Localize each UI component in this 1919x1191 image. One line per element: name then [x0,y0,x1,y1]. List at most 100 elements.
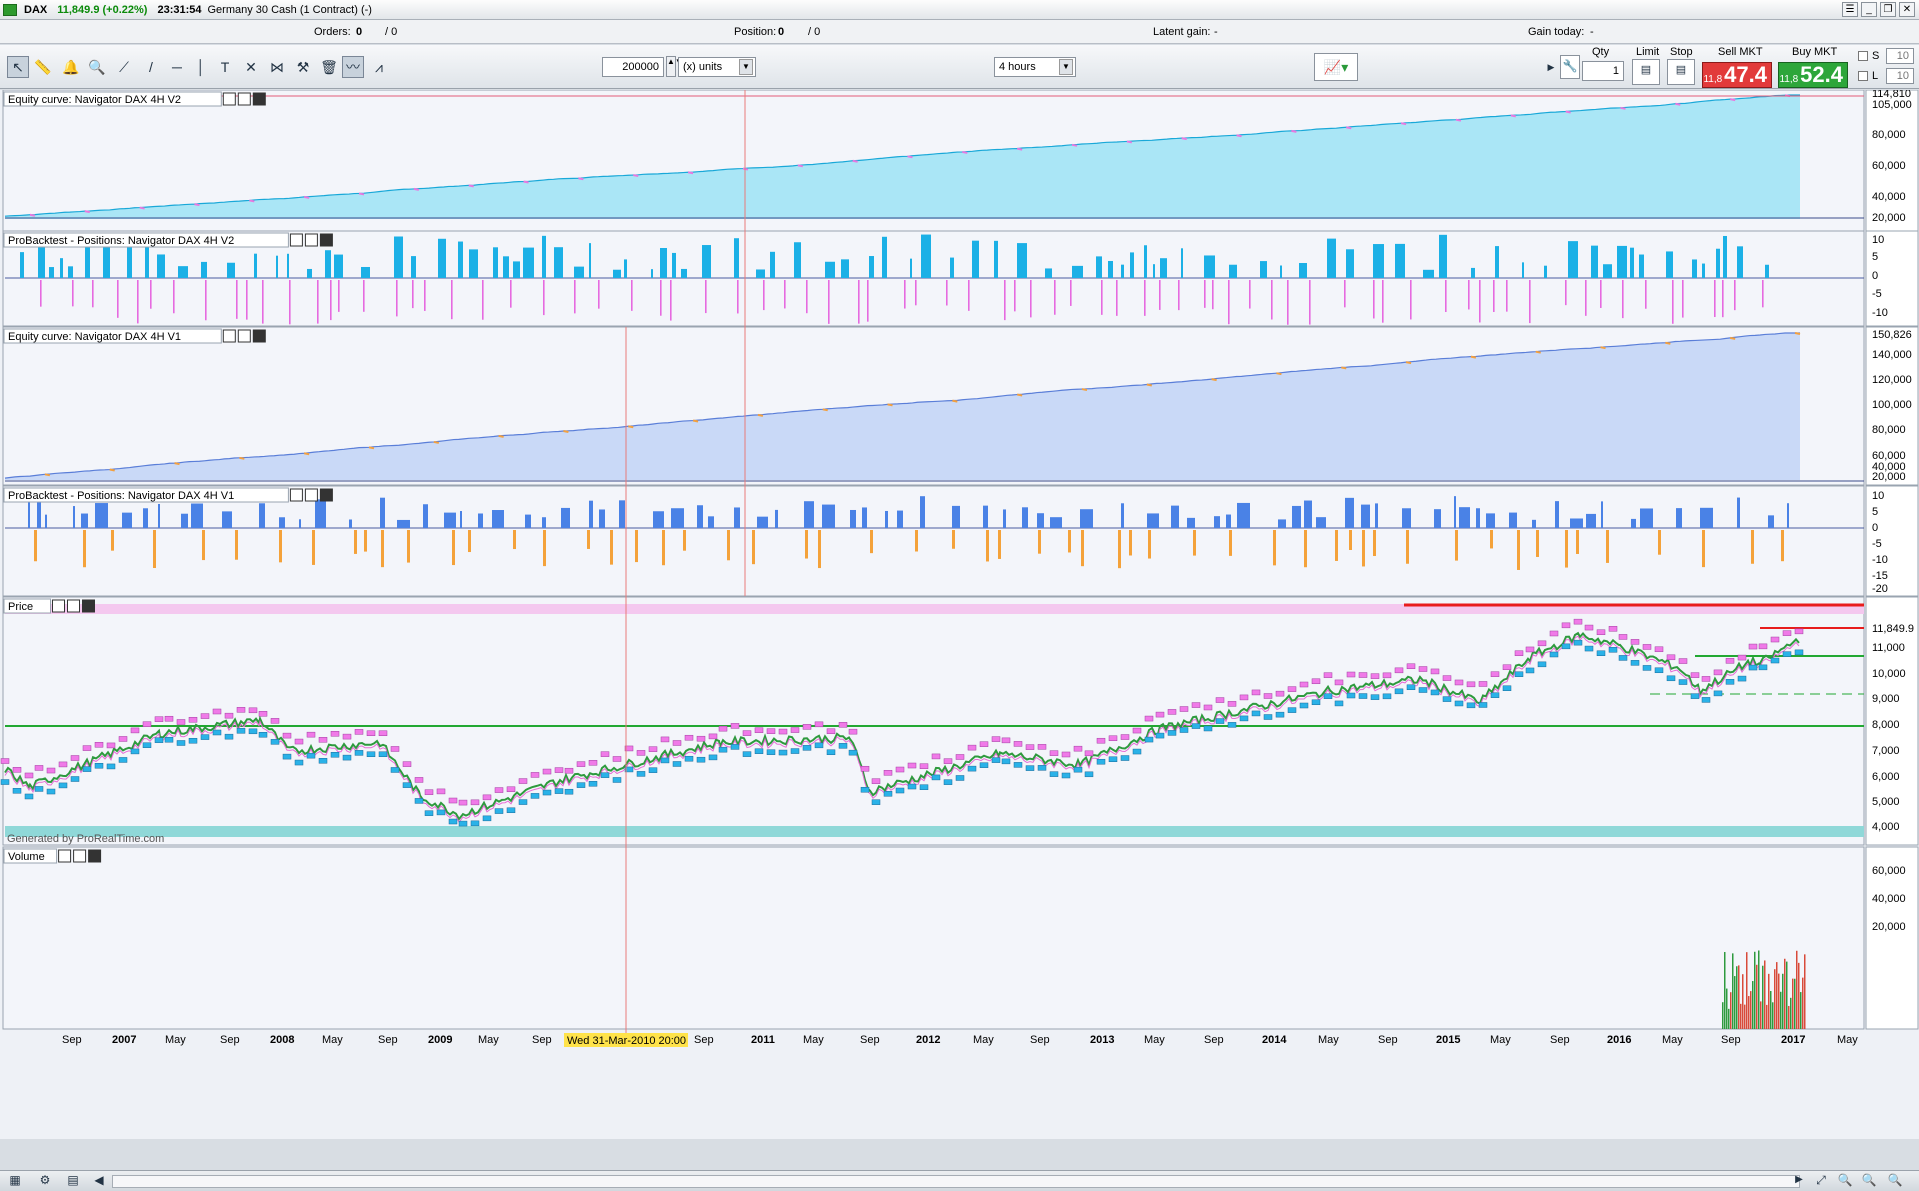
buy-signal-marker [0,779,10,785]
l-checkbox[interactable] [1858,71,1868,81]
close-icon[interactable] [319,488,333,502]
scroll-right-icon[interactable]: ▶ [1795,1174,1803,1185]
stop-label: Stop [1670,46,1693,58]
stop-order-button[interactable]: ▤ [1667,59,1695,85]
buy-signal-marker [390,767,400,773]
quantity-stepper[interactable]: ▲▼ [666,56,683,77]
close-icon[interactable] [252,92,266,106]
indicator-icon[interactable]: ⩘ [375,59,383,75]
sell-signal-marker [1748,643,1758,650]
s-input[interactable]: 10 [1886,48,1914,64]
expand-panel-icon[interactable]: ▶ [1547,62,1555,72]
close-icon[interactable]: ✕ [1899,2,1915,17]
zoom-fit-icon[interactable]: 🔍 [1837,1173,1853,1187]
positions-v1-long-bar [1402,508,1411,528]
window-icon[interactable] [73,849,87,863]
buy-signal-marker [696,756,706,763]
sell-market-button[interactable]: 11,847.4 [1702,62,1772,88]
limit-order-button[interactable]: ▤ [1632,59,1660,85]
horizontal-line-icon[interactable]: ─ [172,59,182,75]
chart-area[interactable]: Equity curve: Navigator DAX 4H V2 ProBack… [0,90,1919,1139]
zoom-out-icon[interactable]: 🔍 [1861,1173,1877,1187]
sell-signal-marker [1406,663,1416,670]
buy-signal-marker [82,766,92,772]
wrench-icon[interactable] [289,488,303,502]
wrench-icon[interactable] [222,92,236,106]
equity-v2-drawdown [523,180,529,184]
chart-type-icon[interactable]: 📈▾ [1314,53,1358,81]
buy-signal-marker [684,755,694,762]
window-icon[interactable] [237,329,251,343]
chart-canvas[interactable]: Equity curve: Navigator DAX 4H V2 ProBack… [0,90,1919,1139]
alert-bell-icon[interactable]: 🔔 [62,59,80,75]
sell-signal-marker [58,761,68,768]
sell-signal-marker [70,755,80,761]
positions-v2-short-bar [40,280,42,307]
s-checkbox[interactable] [1858,51,1868,61]
fibonacci-icon[interactable]: ⋈ [270,59,284,75]
auto-scale-icon[interactable]: ⤢ [1816,1173,1826,1187]
minimize-icon[interactable]: _ [1861,2,1877,17]
sell-signal-marker [306,731,316,738]
price-bottom-strip [5,826,1864,837]
window-icon[interactable] [237,92,251,106]
positions-v2-short-bar [246,280,248,320]
horizontal-scrollbar[interactable] [112,1175,1800,1188]
positions-v1-long-bar [599,509,605,528]
vertical-line-icon[interactable]: │ [196,59,206,75]
ruler-icon[interactable]: 📏 [34,59,52,75]
positions-v2-short-bar [412,280,414,309]
symbol-label[interactable]: DAX [24,3,48,16]
scroll-left-icon[interactable]: ◀ [94,1173,104,1187]
zoom-in-icon[interactable]: 🔍 [1887,1173,1903,1187]
quantity-input[interactable]: 200000 [602,57,664,77]
chevron-down-icon[interactable]: ▼ [1059,59,1073,75]
window-icon[interactable] [304,233,318,247]
positions-v2-long-bar [20,252,24,278]
chart-style-icon[interactable]: 〰 [342,56,364,78]
wrench-icon[interactable] [222,329,236,343]
zoom-icon[interactable]: 🔍 [88,59,106,75]
buy-market-button[interactable]: 11,852.4 [1778,62,1848,88]
sell-signal-marker [907,762,917,769]
time-axis-label: Sep [62,1034,82,1046]
screener-icon[interactable]: ⚙ [39,1173,51,1187]
chart-list-icon[interactable]: ▦ [9,1173,21,1187]
trendline-icon[interactable]: / [149,59,153,75]
close-icon[interactable] [82,599,95,613]
trash-icon[interactable]: 🗑 [320,59,338,75]
buy-signal-marker [1108,756,1118,763]
close-icon[interactable] [88,849,102,863]
buy-signal-marker [1215,718,1225,724]
positions-v1-long-bar [1292,505,1301,528]
timeframe-select[interactable]: 4 hours ▼ [994,57,1076,77]
wrench-icon[interactable] [289,233,303,247]
text-icon[interactable]: T [220,59,230,75]
close-icon[interactable] [252,329,266,343]
close-icon[interactable] [319,233,333,247]
chevron-down-icon[interactable]: ▼ [739,59,753,75]
backtest-icon[interactable]: ▤ [67,1173,79,1187]
positions-v1-long-bar [697,505,703,528]
units-select[interactable]: (x) units ▼ [678,57,756,77]
sell-signal-marker [1725,658,1735,664]
chart-window-icon[interactable] [3,4,17,16]
wrench-icon[interactable] [58,849,72,863]
equity-v2-drawdown [303,195,310,199]
window-icon[interactable] [67,599,80,613]
qty-input[interactable]: 1 [1582,61,1624,81]
positions-v1-long-bar [1570,518,1583,528]
l-label: L [1872,70,1879,82]
buy-signal-marker [708,754,718,761]
wrench-icon[interactable] [52,599,65,613]
menu-icon[interactable]: ☰ [1842,2,1858,17]
settings-wrench-icon[interactable]: ⚒ [296,59,310,75]
pointer-icon[interactable]: ↖ [7,56,29,78]
l-input[interactable]: 10 [1886,68,1914,84]
window-icon[interactable] [304,488,318,502]
channel-icon[interactable]: ✕ [245,59,257,75]
order-settings-wrench-icon[interactable]: 🔧 [1560,55,1580,79]
restore-icon[interactable]: ❐ [1880,2,1896,17]
positions-v2-short-bar [670,280,672,321]
segment-icon[interactable]: ⟋ [119,59,129,75]
